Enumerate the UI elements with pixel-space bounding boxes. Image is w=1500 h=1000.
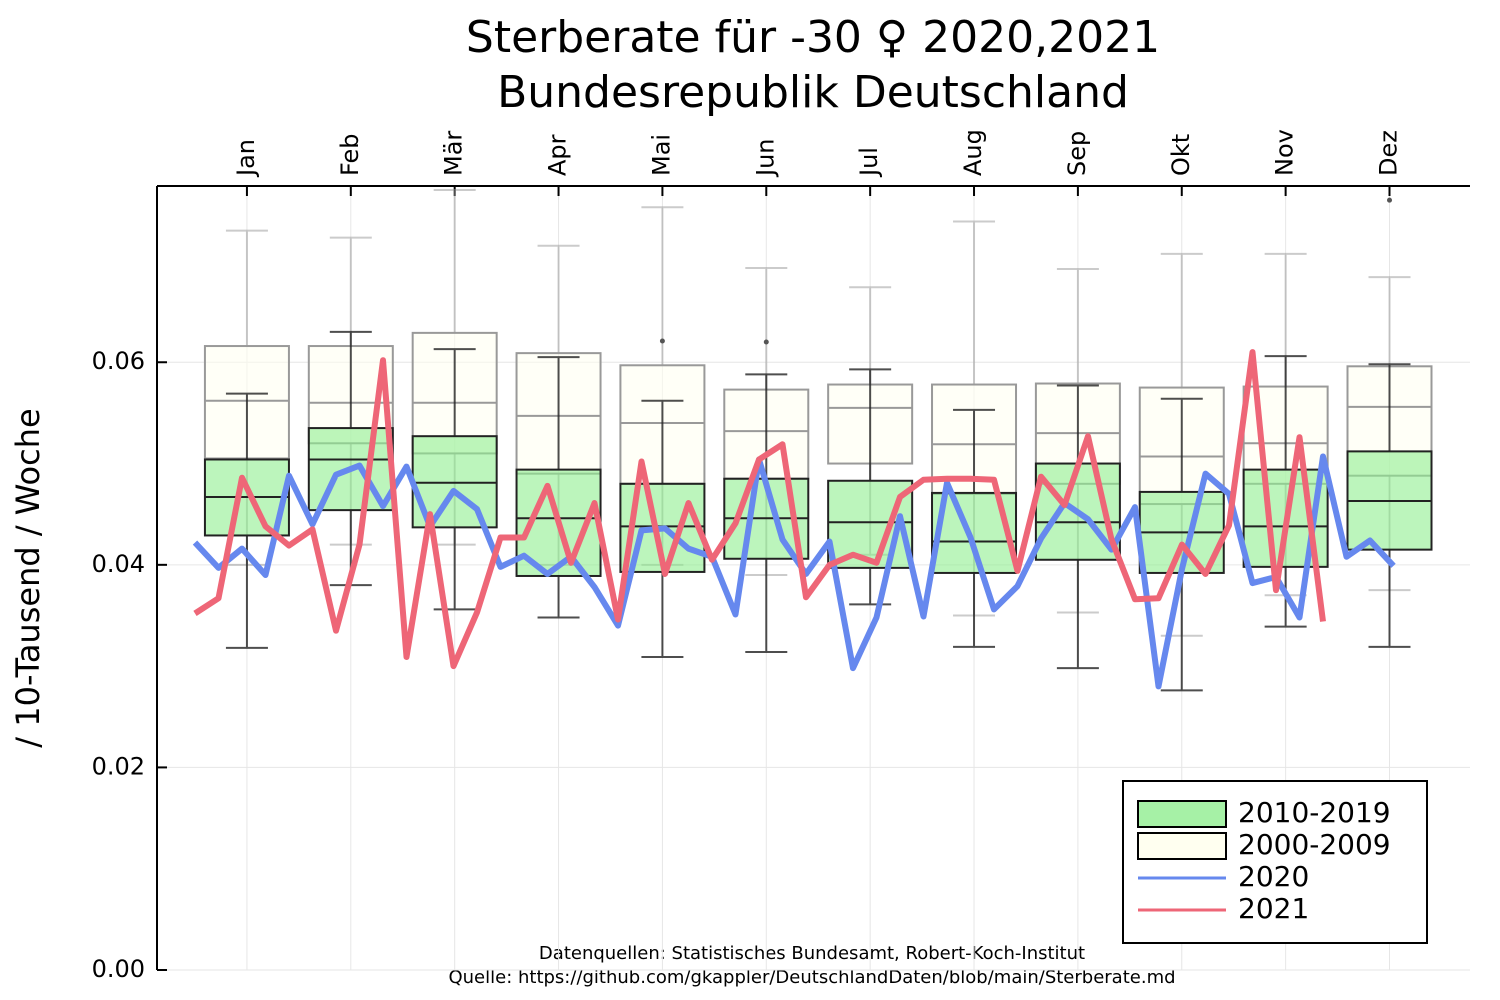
y-tick-label: 0.06	[92, 347, 145, 375]
box-plot	[537, 356, 580, 619]
box-plot	[433, 348, 476, 611]
chart-title: Sterberate für -30 ♀ 2020,2021	[466, 12, 1160, 63]
x-tick-label: Okt	[1167, 134, 1195, 176]
outlier	[1387, 197, 1393, 203]
x-tick-label: Jan	[232, 139, 260, 178]
outlier	[659, 338, 665, 344]
x-tick-label: Jun	[751, 139, 779, 179]
box-plot	[849, 368, 892, 606]
source-note: Quelle: https://github.com/gkappler/Deut…	[448, 967, 1175, 988]
y-tick-label: 0.02	[92, 752, 145, 780]
legend-swatch	[1137, 832, 1227, 860]
legend-swatch	[1137, 800, 1227, 828]
box-plot	[1160, 397, 1203, 692]
x-tick-label: Nov	[1271, 129, 1299, 176]
box-plot	[641, 399, 684, 659]
chart-subtitle: Bundesrepublik Deutschland	[497, 67, 1129, 118]
x-tick-label: Sep	[1063, 131, 1091, 176]
legend-label: 2000-2009	[1238, 828, 1391, 861]
box-plot	[1056, 384, 1099, 670]
x-tick-label: Aug	[959, 129, 987, 176]
box-plot	[745, 373, 788, 653]
source-note: Datenquellen: Statistisches Bundesamt, R…	[539, 943, 1085, 964]
outlier	[763, 339, 769, 345]
y-axis-label: / 10-Tausend / Woche	[9, 408, 47, 747]
y-tick-label: 0.04	[92, 550, 145, 578]
line-series	[193, 349, 1326, 670]
x-tick-label: Dez	[1375, 130, 1403, 176]
y-tick-label: 0.00	[92, 955, 145, 983]
x-tick-label: Apr	[544, 134, 572, 176]
x-tick-label: Mär	[440, 131, 468, 176]
x-tick-label: Feb	[336, 134, 364, 177]
legend-label: 2010-2019	[1238, 796, 1391, 829]
x-tick-label: Mai	[647, 134, 675, 176]
legend-label: 2020	[1238, 860, 1309, 893]
x-tick-label: Jul	[855, 147, 883, 178]
legend-label: 2021	[1238, 892, 1309, 925]
